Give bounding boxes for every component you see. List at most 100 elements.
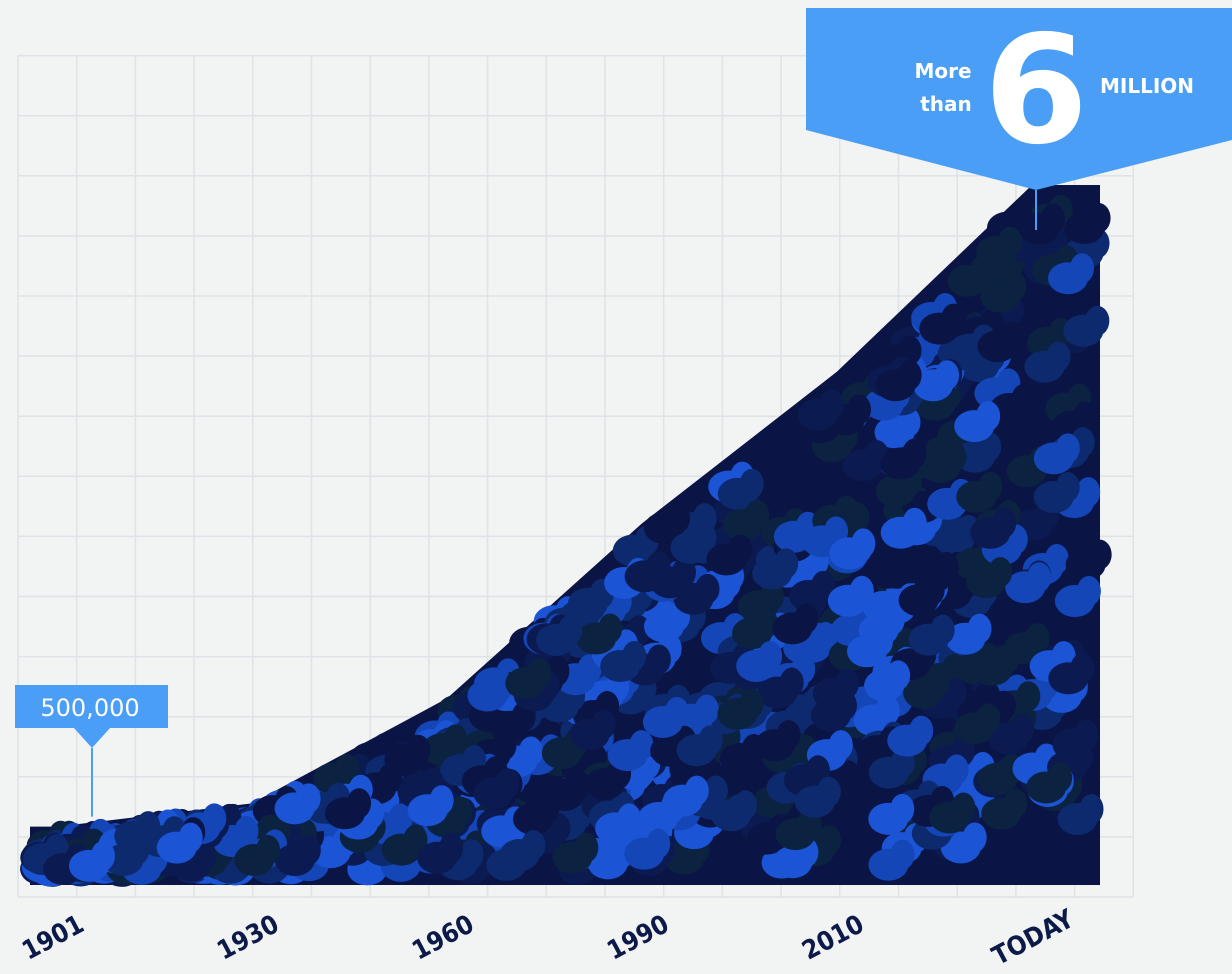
turkey-tail: [1046, 341, 1071, 372]
turkey-tail: [941, 303, 966, 334]
turkey-tail: [495, 768, 520, 799]
turkey-tail: [558, 614, 583, 645]
turkey-tail: [909, 715, 934, 746]
turkey-tail: [202, 803, 227, 834]
turkey-tail: [890, 547, 915, 578]
turkey-tail: [598, 613, 623, 644]
turkey-tail: [1070, 653, 1095, 684]
value-label: 6: [984, 4, 1088, 178]
turkey-tail: [591, 709, 616, 740]
turkey-tail: [967, 613, 992, 644]
callout: [15, 685, 168, 748]
turkey-tail: [1087, 539, 1112, 570]
turkey-tail: [403, 824, 428, 855]
turkey-tail: [897, 360, 922, 391]
callout-prefix: than: [920, 92, 972, 116]
turkey-tail: [1016, 681, 1041, 712]
turkey-tail: [976, 401, 1001, 432]
turkey-tail: [935, 360, 960, 391]
turkey-tail: [671, 557, 696, 588]
turkey-tail: [347, 788, 372, 819]
turkey-tail: [1033, 825, 1058, 856]
turkey-tail: [733, 790, 758, 821]
turkey-tail: [811, 570, 836, 601]
turkey-tail: [754, 608, 779, 639]
pile: [20, 185, 1112, 887]
turkey-tail: [875, 695, 900, 726]
turkey-tail: [90, 840, 115, 871]
turkey-tail: [566, 769, 591, 800]
turkey-tail: [581, 591, 606, 622]
turkey-tail: [819, 389, 844, 420]
callout-suffix: MILLION: [1100, 74, 1194, 98]
turkey-tail: [925, 667, 950, 698]
turkey-tail: [439, 832, 464, 863]
turkey-tail: [1055, 472, 1080, 503]
turkey-tail: [666, 503, 691, 534]
turkey-tail: [178, 822, 203, 853]
turkey-tail: [942, 653, 967, 684]
turkey-tail: [739, 688, 764, 719]
turkey-tail: [758, 640, 783, 671]
turkey-tail: [828, 730, 853, 761]
turkey-tail: [999, 321, 1024, 352]
turkey-tail: [944, 754, 969, 785]
turkey-tail: [849, 575, 874, 606]
turkey-tail: [646, 551, 671, 582]
turkey-tail: [1072, 401, 1097, 432]
turkey-tail: [805, 755, 830, 786]
turkey-tail: [574, 832, 599, 863]
turkey-tail: [739, 468, 764, 499]
turkey-tail: [598, 829, 623, 860]
turkey-tail: [234, 816, 259, 847]
turkey-tail: [1079, 794, 1104, 825]
turkey-tail: [774, 548, 799, 579]
turkey-tail: [296, 835, 321, 866]
turkey-tail: [846, 394, 871, 425]
turkey-tail: [902, 507, 927, 538]
turkey-tail: [429, 785, 454, 816]
turkey-tail: [1025, 623, 1050, 654]
turkey-tail: [492, 730, 517, 761]
turkey-tail: [779, 667, 804, 698]
turkey-tail: [930, 614, 955, 645]
turkey-tail: [664, 696, 689, 727]
turkey-tail: [794, 603, 819, 634]
turkey-tail: [976, 703, 1001, 734]
turkey-tail: [660, 793, 685, 824]
turkey-tail: [136, 811, 161, 842]
turkey-tail: [1086, 203, 1111, 234]
turkey-tail: [1055, 433, 1080, 464]
turkey-tail: [1048, 762, 1073, 793]
turkey-tail: [694, 694, 719, 725]
turkey-tail: [869, 626, 894, 657]
turkey-tail: [776, 720, 801, 751]
turkey-tail: [994, 644, 1019, 675]
turkey-tail: [646, 644, 671, 675]
turkey-tail: [845, 502, 870, 533]
turkey-tail: [256, 835, 281, 866]
callout-prefix: More: [914, 59, 971, 83]
turkey-tail: [646, 828, 671, 859]
turkey-tail: [962, 822, 987, 853]
turkey-tail: [816, 825, 841, 856]
turkey-tail: [951, 792, 976, 823]
turkey-tail: [335, 753, 360, 784]
annotations: 1901 1930 1960 1990 2010 TODAY500,000Morethan…: [15, 4, 1232, 972]
turkey-tail: [1085, 305, 1110, 336]
turkey-tail: [459, 839, 484, 870]
turkey-tail: [1069, 742, 1094, 773]
turkey-tail: [797, 466, 822, 497]
turkey-tail: [1027, 562, 1052, 593]
turkey-tail: [988, 557, 1013, 588]
turkey-tail: [902, 438, 927, 469]
callout: [806, 8, 1232, 190]
turkey-tail: [443, 724, 468, 755]
turkey-tail: [622, 641, 647, 672]
turkey-tail: [1010, 713, 1035, 744]
turkey-tail: [890, 839, 915, 870]
turkey-tail: [1041, 203, 1066, 234]
turkey-tail: [1070, 253, 1095, 284]
